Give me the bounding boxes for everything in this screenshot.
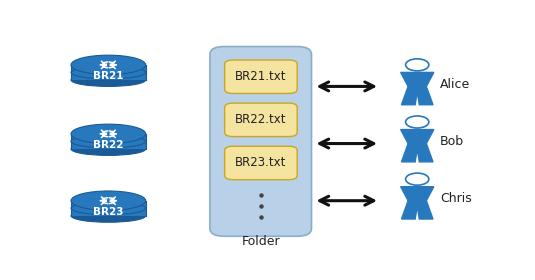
- Text: BR22.txt: BR22.txt: [235, 113, 287, 126]
- FancyBboxPatch shape: [225, 146, 297, 180]
- Ellipse shape: [406, 59, 429, 71]
- Text: Folder: Folder: [241, 235, 280, 248]
- Text: BR23: BR23: [93, 207, 124, 217]
- Ellipse shape: [71, 55, 146, 74]
- Text: BR21.txt: BR21.txt: [235, 70, 287, 83]
- Bar: [71, 134, 146, 149]
- Polygon shape: [401, 201, 433, 219]
- Polygon shape: [401, 87, 433, 105]
- Bar: [71, 201, 146, 216]
- Text: Chris: Chris: [440, 192, 472, 205]
- FancyBboxPatch shape: [225, 103, 297, 137]
- Ellipse shape: [406, 173, 429, 185]
- Text: BR22: BR22: [93, 140, 124, 150]
- Polygon shape: [401, 144, 433, 162]
- Text: Alice: Alice: [440, 78, 470, 91]
- Polygon shape: [401, 187, 434, 201]
- Ellipse shape: [71, 209, 146, 222]
- Ellipse shape: [71, 124, 146, 144]
- Polygon shape: [401, 73, 434, 87]
- Ellipse shape: [406, 116, 429, 128]
- FancyBboxPatch shape: [225, 60, 297, 94]
- Text: Bob: Bob: [440, 135, 464, 148]
- Bar: [71, 65, 146, 80]
- Ellipse shape: [71, 191, 146, 210]
- FancyBboxPatch shape: [210, 46, 311, 236]
- Polygon shape: [401, 130, 434, 144]
- Text: BR21: BR21: [93, 71, 124, 81]
- Ellipse shape: [71, 73, 146, 87]
- Ellipse shape: [71, 143, 146, 155]
- Text: BR23.txt: BR23.txt: [235, 157, 287, 169]
